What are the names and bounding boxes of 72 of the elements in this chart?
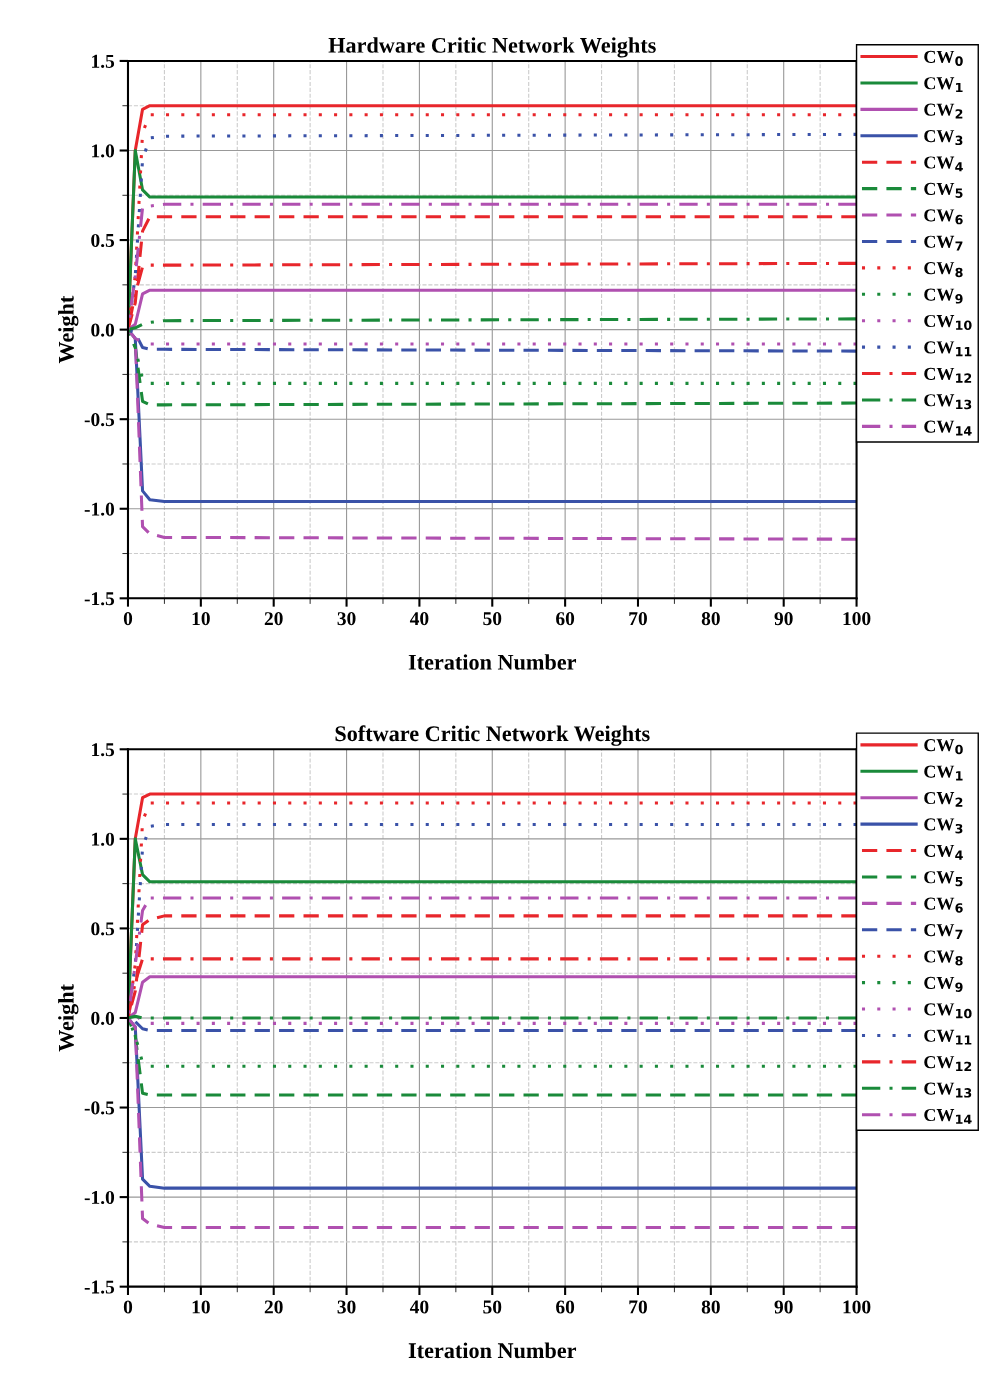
legend-label: CW$_{4}$ <box>924 844 963 860</box>
y-tick-label: -1.5 <box>84 592 115 606</box>
legend-label: CW$_{9}$ <box>924 288 963 304</box>
legend-label: CW$_{3}$ <box>924 818 963 834</box>
legend-label: CW$_{5}$ <box>924 871 963 887</box>
x-tick-label: 10 <box>192 612 210 626</box>
x-tick-label: 60 <box>556 612 575 626</box>
x-tick-label: 40 <box>409 612 429 626</box>
legend-label: CW$_{6}$ <box>924 897 963 913</box>
legend-label: CW$_{7}$ <box>924 924 963 939</box>
legend-label: CW$_{12}$ <box>924 367 972 383</box>
x-tick-label: 90 <box>774 612 793 626</box>
x-tick-label: 30 <box>337 1300 356 1314</box>
legend-label: CW$_{12}$ <box>924 1056 972 1072</box>
x-tick-label: 0 <box>123 612 133 626</box>
x-tick-label: 40 <box>409 1300 429 1314</box>
x-tick-label: 0 <box>123 1300 133 1314</box>
y-tick-label: 1.5 <box>92 54 115 68</box>
legend-label: CW$_{9}$ <box>924 976 963 992</box>
legend-label: CW$_{13}$ <box>924 394 972 410</box>
x-tick-label: 70 <box>629 612 647 626</box>
chart-title: Software Critic Network Weights <box>335 725 650 746</box>
y-tick-label: 1.5 <box>92 743 115 757</box>
legend-label: CW$_{5}$ <box>924 182 963 198</box>
legend-label: CW$_{14}$ <box>924 1108 972 1124</box>
x-tick-label: 80 <box>701 612 720 626</box>
legend-label: CW$_{8}$ <box>924 262 963 278</box>
x-tick-label: 30 <box>337 612 356 626</box>
legend-label: CW$_{10}$ <box>924 1003 972 1019</box>
chart-title: Hardware Critic Network Weights <box>328 37 656 58</box>
legend-label: CW$_{0}$ <box>924 50 963 66</box>
y-tick-label: 1.0 <box>92 832 115 846</box>
x-tick-label: 10 <box>192 1300 210 1314</box>
legend-label: CW$_{13}$ <box>924 1082 972 1098</box>
y-tick-label: 0.0 <box>91 323 115 337</box>
x-tick-label: 50 <box>483 1300 502 1314</box>
y-tick-label: -1.0 <box>84 1190 115 1205</box>
y-tick-label: 0.5 <box>91 922 115 936</box>
x-tick-label: 60 <box>556 1300 575 1314</box>
legend-label: CW$_{1}$ <box>924 77 963 93</box>
legend-label: CW$_{11}$ <box>924 1029 972 1045</box>
legend-label: CW$_{7}$ <box>924 235 963 251</box>
legend-label: CW$_{4}$ <box>924 156 963 172</box>
x-tick-label: 80 <box>701 1300 720 1314</box>
legend-label: CW$_{11}$ <box>924 341 972 357</box>
y-tick-label: -1.5 <box>84 1280 115 1294</box>
y-tick-label: 0.0 <box>91 1011 115 1025</box>
legend-label: CW$_{3}$ <box>924 130 963 146</box>
y-tick-label: 1.0 <box>92 144 115 158</box>
legend-label: CW$_{6}$ <box>924 209 963 225</box>
legend-label: CW$_{14}$ <box>924 420 972 436</box>
legend-label: CW$_{0}$ <box>924 739 963 755</box>
legend-label: CW$_{2}$ <box>924 103 963 119</box>
x-tick-label: 50 <box>483 612 502 626</box>
x-tick-label: 70 <box>629 1300 647 1314</box>
legend-label: CW$_{8}$ <box>924 950 963 966</box>
legend-label: CW$_{2}$ <box>924 791 963 807</box>
x-tick-label: 100 <box>843 1300 871 1314</box>
x-tick-label: 90 <box>774 1300 793 1314</box>
x-tick-label: 20 <box>264 1300 283 1314</box>
y-tick-label: -0.5 <box>84 1101 115 1115</box>
y-tick-label: 0.5 <box>91 233 115 248</box>
legend-label: CW$_{1}$ <box>924 765 963 781</box>
x-tick-label: 20 <box>264 612 283 626</box>
y-tick-label: -0.5 <box>84 413 115 427</box>
x-axis-title: Iteration Number <box>408 654 577 670</box>
legend-label: CW$_{10}$ <box>924 314 972 331</box>
y-axis-title: Weight <box>58 295 79 364</box>
x-axis-title: Iteration Number <box>408 1342 577 1359</box>
y-axis-title: Weight <box>58 984 79 1052</box>
x-tick-label: 100 <box>843 612 871 626</box>
y-tick-label: -1.0 <box>84 502 115 516</box>
